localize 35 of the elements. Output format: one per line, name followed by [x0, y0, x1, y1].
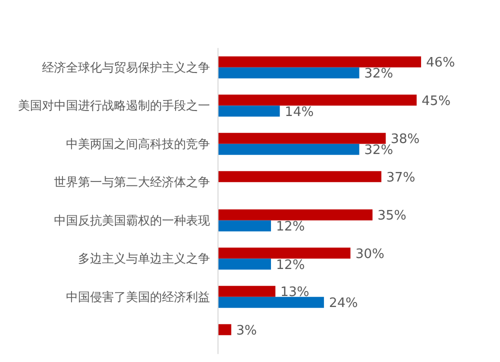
- bar: [218, 171, 382, 182]
- bar: [218, 324, 232, 336]
- bar: [218, 67, 360, 78]
- data-label: 32%: [364, 143, 394, 158]
- data-label: 24%: [328, 296, 358, 312]
- bar: [218, 248, 350, 259]
- data-label: 46%: [426, 56, 455, 71]
- y-tick-label: 世界第一与第二大经济体之争: [54, 175, 210, 190]
- bar: [218, 56, 422, 68]
- data-label: 45%: [422, 94, 451, 109]
- y-tick-label: 中国侵害了美国的经济利益: [66, 290, 210, 304]
- bar: [218, 220, 271, 232]
- data-label: 37%: [386, 170, 416, 186]
- bar: [218, 258, 271, 270]
- data-label: 14%: [284, 104, 314, 120]
- y-tick-label: 中国反抗美国霸权的一种表现: [54, 213, 210, 228]
- bar: [218, 296, 324, 308]
- data-label: 13%: [280, 285, 310, 300]
- bar: [218, 106, 280, 117]
- bar: [218, 209, 373, 220]
- bar: [218, 144, 360, 155]
- bar: [218, 286, 276, 297]
- y-tick-label: 经济全球化与贸易保护主义之争: [42, 60, 210, 74]
- data-label: 3%: [236, 323, 257, 338]
- data-label: 38%: [390, 132, 420, 148]
- bar: [218, 94, 417, 106]
- data-label: 32%: [364, 66, 394, 82]
- bar: [218, 132, 386, 144]
- data-label: 35%: [378, 208, 406, 224]
- y-tick-label: 美国对中国进行战略遏制的手段之一: [18, 98, 210, 113]
- y-tick-label: 多边主义与单边主义之争: [78, 252, 210, 266]
- y-tick-label: 中美两国之间高科技的竞争: [66, 136, 210, 151]
- data-label: 30%: [355, 246, 384, 262]
- data-label: 12%: [276, 220, 305, 235]
- data-label: 12%: [276, 258, 305, 273]
